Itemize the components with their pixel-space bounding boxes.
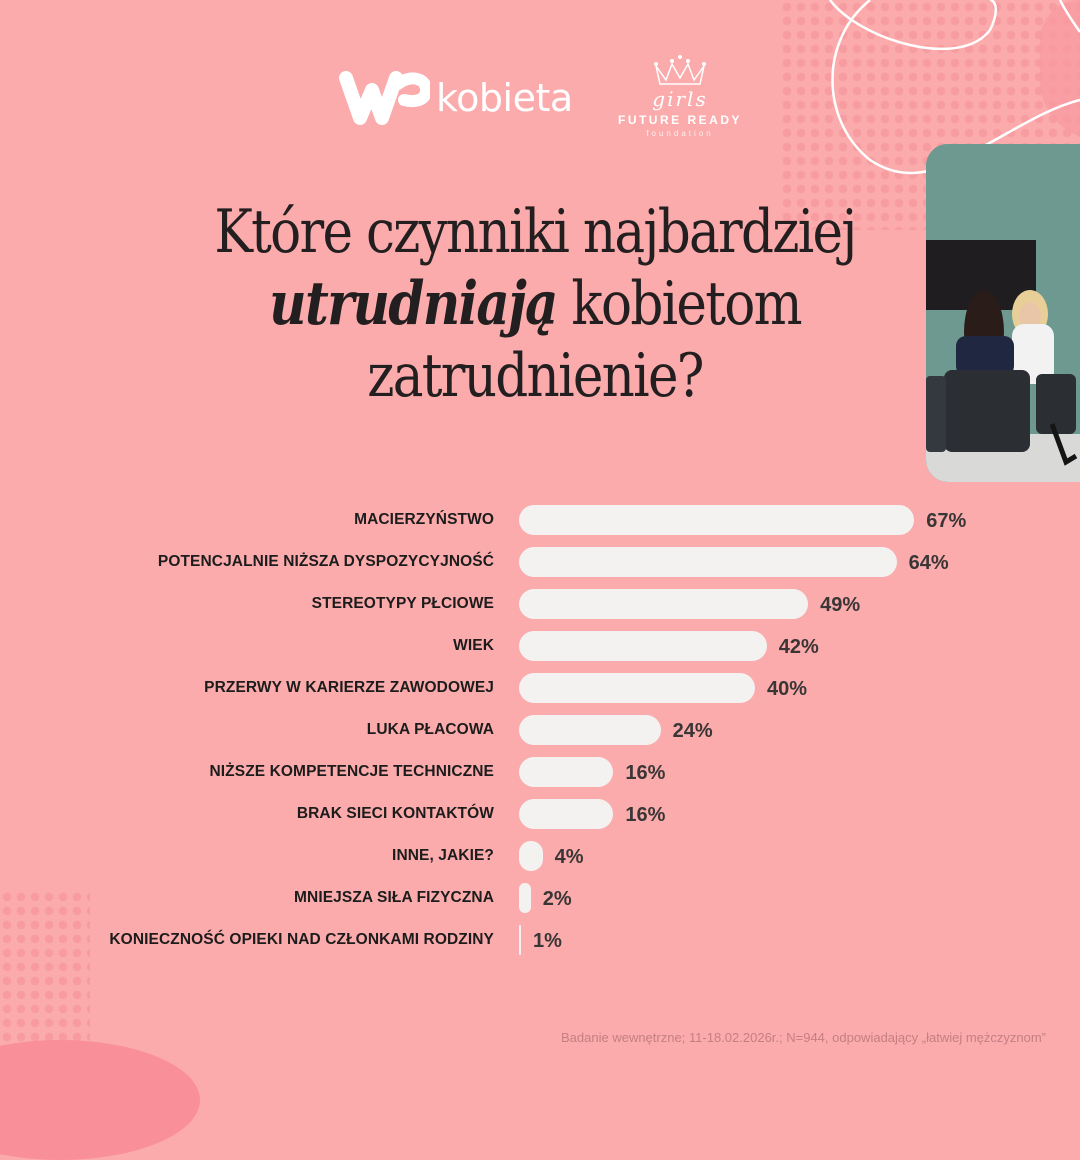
bar-label: MACIERZYŃSTWO — [354, 511, 494, 528]
office-interview-photo — [926, 144, 1080, 482]
bar-value: 64% — [908, 552, 949, 574]
bar-label: PRZERWY W KARIERZE ZAWODOWEJ — [204, 679, 494, 696]
bar-value: 49% — [820, 594, 861, 616]
bar — [519, 589, 809, 619]
bar — [519, 547, 897, 577]
bar — [519, 883, 531, 913]
girls-future-ready-logo: girls FUTURE READY foundation — [612, 52, 748, 138]
bar-value: 42% — [778, 636, 819, 658]
foundation-text: foundation — [646, 129, 714, 138]
decorative-dot-pattern — [0, 890, 90, 1060]
bar-label: INNE, JAKIE? — [392, 847, 494, 864]
bar-label: BRAK SIECI KONTAKTÓW — [296, 805, 494, 822]
wp-logo-icon — [339, 71, 430, 125]
survey-footnote: Badanie wewnętrzne; 11-18.02.2026r.; N=9… — [561, 1030, 1046, 1045]
bar — [519, 715, 661, 745]
future-ready-text: FUTURE READY — [617, 113, 742, 127]
chart-row: WIEK 42% — [0, 631, 1080, 661]
bar — [519, 673, 755, 703]
chart-row: BRAK SIECI KONTAKTÓW 16% — [0, 799, 1080, 829]
chart-row: INNE, JAKIE? 4% — [0, 841, 1080, 871]
title-line-3: zatrudnienie? — [367, 341, 704, 411]
bar-value: 67% — [926, 510, 967, 532]
chart-row: NIŻSZE KOMPETENCJE TECHNICZNE 16% — [0, 757, 1080, 787]
bar — [519, 841, 543, 871]
bar — [519, 925, 521, 955]
bar-value: 16% — [625, 804, 666, 826]
chart-row: MNIEJSZA SIŁA FIZYCZNA 2% — [0, 883, 1080, 913]
chart-row: POTENCJALNIE NIŻSZA DYSPOZYCYJNOŚĆ 64% — [0, 547, 1080, 577]
bar-label: MNIEJSZA SIŁA FIZYCZNA — [294, 889, 494, 906]
title-emphasis: utrudniają — [269, 269, 558, 339]
bar — [519, 631, 767, 661]
page-title: Które czynniki najbardziej utrudniają ko… — [195, 196, 874, 412]
bar — [519, 505, 915, 535]
bar-label: STEREOTYPY PŁCIOWE — [311, 595, 494, 612]
bar — [519, 799, 614, 829]
bar-label: NIŻSZE KOMPETENCJE TECHNICZNE — [209, 763, 494, 780]
bar-value: 2% — [542, 888, 572, 910]
crown-icon — [654, 55, 706, 85]
title-line-2: utrudniają kobietom — [195, 268, 874, 340]
bar-value: 40% — [767, 678, 808, 700]
title-line-1: Które czynniki najbardziej — [214, 197, 857, 267]
girls-script-text: girls — [652, 87, 708, 111]
chart-row: PRZERWY W KARIERZE ZAWODOWEJ 40% — [0, 673, 1080, 703]
bar-label: KONIECZNOŚĆ OPIEKI NAD CZŁONKAMI RODZINY — [109, 931, 494, 948]
decorative-line-swirl — [829, 0, 1080, 175]
wp-kobieta-logo: kobieta — [338, 70, 573, 126]
bar-value: 4% — [554, 846, 584, 868]
bar — [519, 757, 614, 787]
chart-row: KONIECZNOŚĆ OPIEKI NAD CZŁONKAMI RODZINY… — [0, 925, 1080, 955]
bar-label: WIEK — [453, 637, 494, 654]
bar-label: POTENCJALNIE NIŻSZA DYSPOZYCYJNOŚĆ — [157, 553, 494, 570]
bar-value: 24% — [672, 720, 713, 742]
bar-value: 1% — [533, 930, 562, 952]
chart-row: STEREOTYPY PŁCIOWE 49% — [0, 589, 1080, 619]
bar-value: 16% — [625, 762, 666, 784]
bar-label: LUKA PŁACOWA — [366, 721, 494, 738]
chart-row: MACIERZYŃSTWO 67% — [0, 505, 1080, 535]
wp-logo-text: kobieta — [436, 76, 573, 120]
chart-row: LUKA PŁACOWA 24% — [0, 715, 1080, 745]
title-line-2-rest: kobietom — [556, 269, 802, 339]
decorative-blob — [0, 1040, 200, 1160]
